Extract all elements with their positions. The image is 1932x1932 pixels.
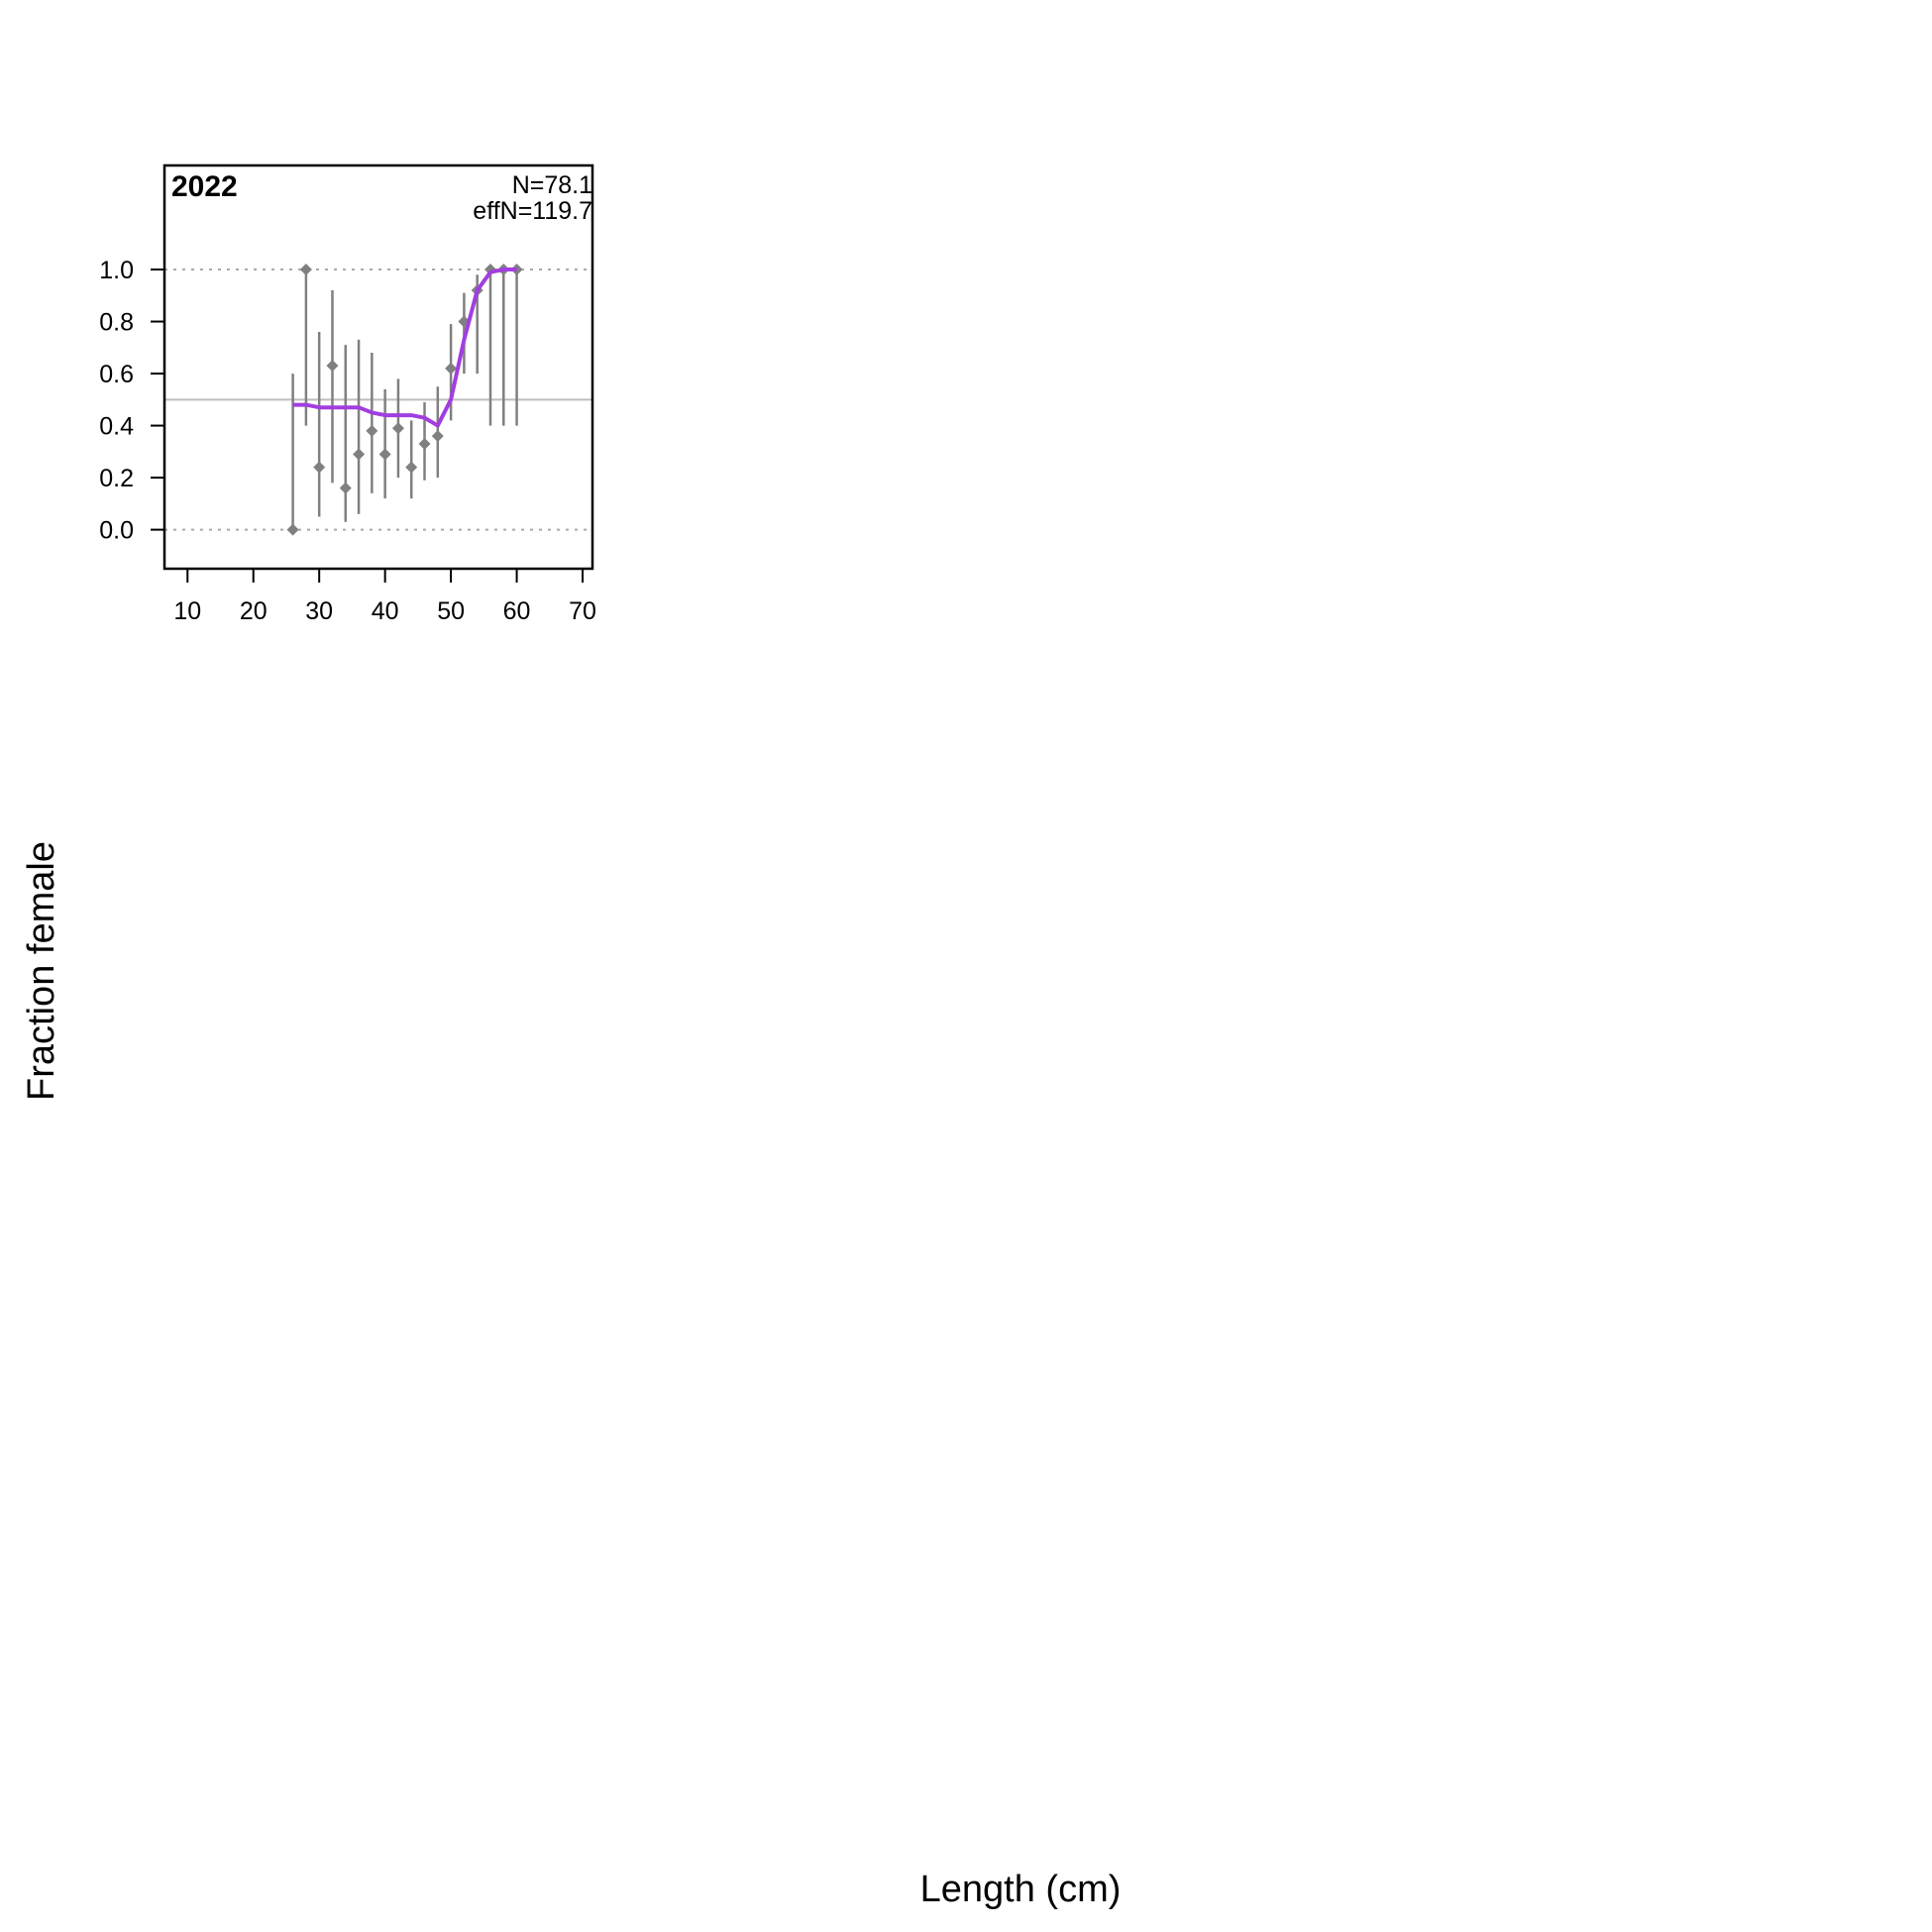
observed-point xyxy=(299,264,312,276)
effn-annotation: effN=119.7 xyxy=(473,197,592,225)
observed-point xyxy=(286,523,299,536)
expected-line xyxy=(292,268,517,428)
y-axis-title: Fraction female xyxy=(21,841,62,1101)
observed-point xyxy=(366,424,378,437)
x-tick-label: 20 xyxy=(240,597,268,625)
y-tick-label: 0.4 xyxy=(99,413,134,441)
panel-year-label: 2022 xyxy=(171,170,238,203)
x-axis-title: Length (cm) xyxy=(920,1869,1122,1910)
x-tick-label: 70 xyxy=(569,597,596,625)
observed-point xyxy=(431,430,444,443)
x-tick-label: 40 xyxy=(372,597,399,625)
observed-point xyxy=(339,482,352,494)
y-tick-label: 0.6 xyxy=(99,361,134,388)
n-annotation: N=78.1 xyxy=(512,171,592,199)
observed-point xyxy=(405,461,418,474)
observed-point xyxy=(313,461,326,474)
y-tick-label: 0.2 xyxy=(99,465,134,492)
observed-point xyxy=(326,360,339,373)
plot-area: 10 20 30 40 50 60 70 0.0 0.2 0.4 0.6 0.8 1.0 xyxy=(99,257,596,625)
y-tick-label: 1.0 xyxy=(99,257,134,284)
x-tick-label: 60 xyxy=(503,597,531,625)
observed-point xyxy=(353,448,366,461)
y-tick-label: 0.0 xyxy=(99,517,134,545)
observed-point xyxy=(445,362,458,375)
observed-point xyxy=(391,422,404,435)
observed-point xyxy=(378,448,391,461)
x-tick-label: 50 xyxy=(437,597,465,625)
y-tick-label: 0.8 xyxy=(99,309,134,337)
panel-frame xyxy=(162,163,594,571)
x-tick-label: 10 xyxy=(173,597,201,625)
panel-frame-group xyxy=(162,163,594,571)
x-tick-label: 30 xyxy=(305,597,333,625)
observed-point xyxy=(418,437,431,450)
